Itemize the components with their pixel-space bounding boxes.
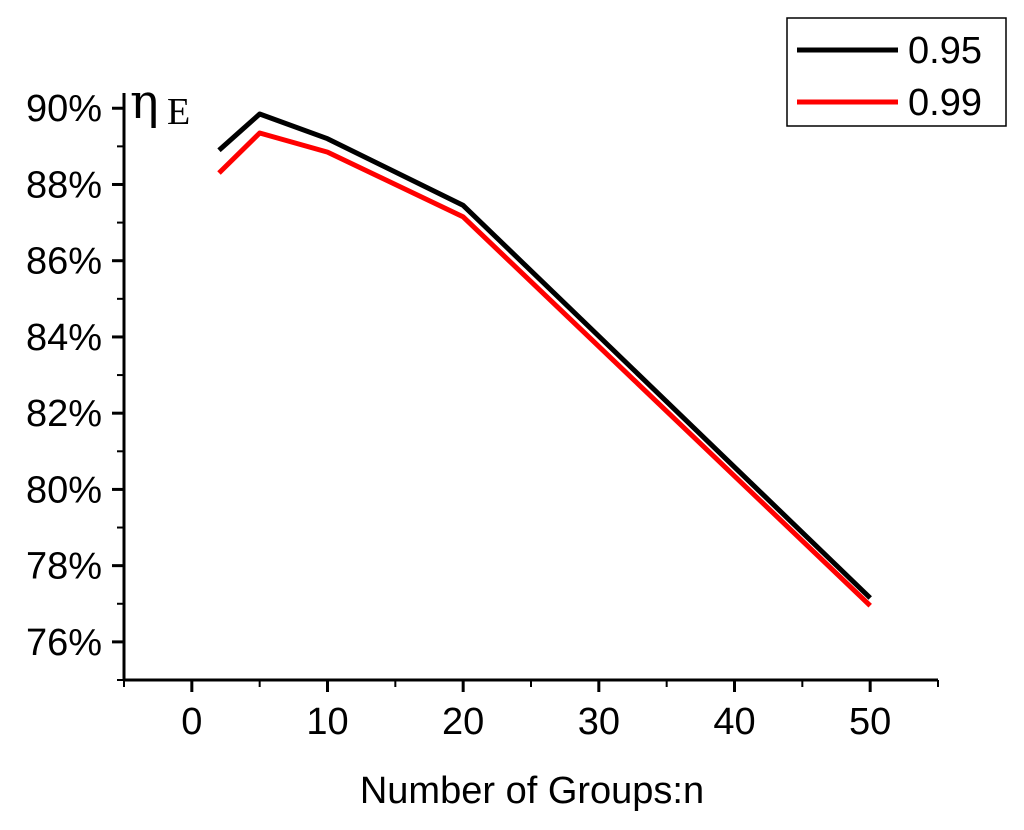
y-tick-label: 82%: [26, 393, 102, 435]
x-tick-label: 30: [578, 701, 620, 743]
series-group: [217, 111, 872, 608]
series-line-0.99: [217, 130, 872, 608]
series-line-0.95: [217, 111, 872, 600]
y-tick-label: 76%: [26, 622, 102, 664]
y-axis-label: η: [130, 74, 159, 130]
x-tick-label: 10: [306, 701, 348, 743]
y-tick-label: 78%: [26, 546, 102, 588]
y-tick-label: 86%: [26, 241, 102, 283]
x-tick-label: 0: [181, 701, 202, 743]
legend-label-0.95: 0.95: [908, 30, 982, 72]
x-axis-label: Number of Groups:n: [360, 770, 704, 812]
y-ticks: 76% 78% 80% 82% 84% 86% 88% 90%: [26, 88, 124, 681]
x-tick-label: 40: [713, 701, 755, 743]
legend-items: 0.95 0.99: [797, 30, 982, 124]
x-ticks: 0 10 20 30 40 50: [123, 680, 939, 743]
y-tick-label: 90%: [26, 88, 102, 130]
legend-box: [786, 17, 1007, 127]
y-tick-label: 80%: [26, 469, 102, 511]
legend: 0.95 0.99: [786, 17, 1007, 127]
x-tick-label: 20: [442, 701, 484, 743]
x-tick-label: 50: [849, 701, 891, 743]
plot-area: 76% 78% 80% 82% 84% 86% 88% 90% 0 10 20 30 40 50: [26, 88, 939, 743]
y-tick-label: 84%: [26, 317, 102, 359]
y-axis-label-subscript: E: [167, 91, 190, 133]
legend-label-0.99: 0.99: [908, 82, 982, 124]
y-tick-label: 88%: [26, 164, 102, 206]
